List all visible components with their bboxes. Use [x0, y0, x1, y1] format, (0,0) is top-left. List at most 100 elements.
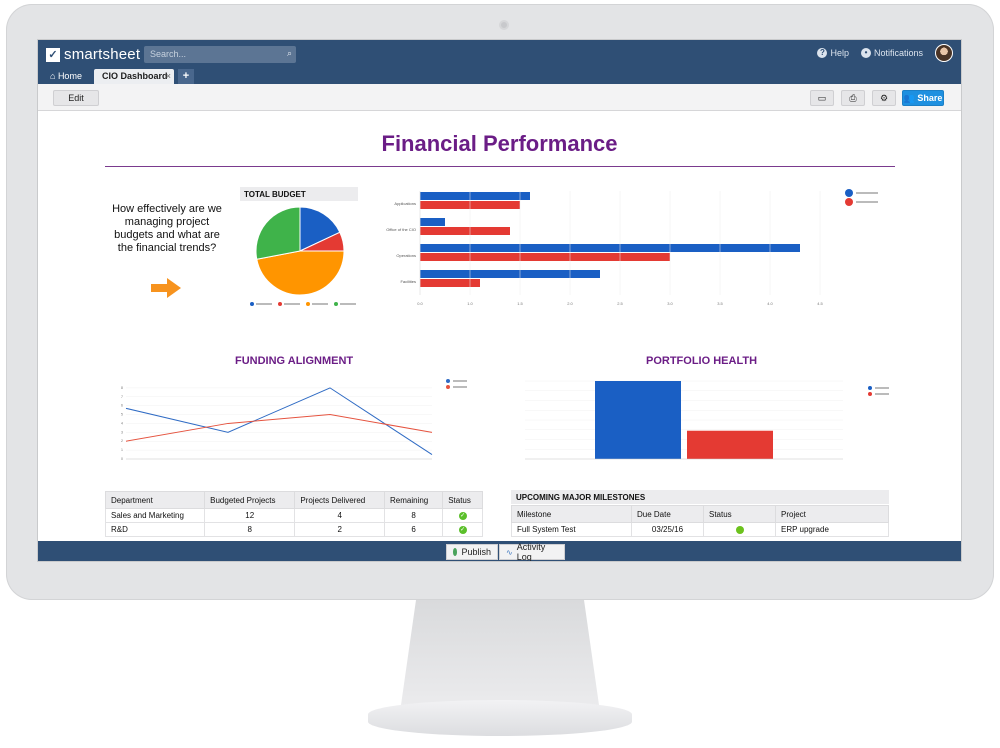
column-header[interactable]: Budgeted Projects	[204, 491, 296, 509]
x-tick-label: 1.0	[467, 301, 473, 306]
bar	[420, 253, 670, 261]
column-header[interactable]: Status	[442, 491, 483, 509]
status-cell	[703, 522, 776, 537]
bottom-bar: Publish ∿ Activity Log	[38, 541, 961, 562]
table-header-row: Milestone Due Date Status Project	[511, 505, 889, 523]
x-tick-label: 2.0	[567, 301, 573, 306]
table-row[interactable]: Sales and Marketing 12 4 8 ✓	[104, 508, 483, 523]
pie-slice	[299, 206, 341, 252]
series-line	[125, 387, 433, 455]
funding-alignment-line-chart: 0 1 2 3 4 5 6 7 8	[121, 379, 467, 461]
x-tick-label: 0.0	[417, 301, 423, 306]
bell-icon: •	[860, 48, 871, 59]
budgeted-cell: 12	[204, 508, 296, 523]
due-date-cell: 03/25/16	[631, 522, 704, 537]
column-header[interactable]: Status	[703, 505, 776, 523]
y-tick-label: 8	[121, 386, 123, 390]
dashboard-toolbar: Edit ▭ ⎙ ⚙ 👥 Share	[38, 84, 961, 111]
legend-swatch	[306, 302, 310, 306]
total-budget-widget: TOTAL BUDGET	[240, 187, 360, 311]
logo-check-icon: ✓	[46, 47, 60, 62]
column-header[interactable]: Milestone	[511, 505, 632, 523]
status-check-icon: ✓	[458, 511, 467, 520]
present-button[interactable]: ▭	[810, 90, 834, 106]
edit-button[interactable]: Edit	[53, 90, 99, 106]
column-header[interactable]: Due Date	[631, 505, 704, 523]
share-button[interactable]: 👥 Share	[902, 90, 944, 106]
tab-home[interactable]: ⌂ Home	[44, 69, 88, 84]
legend-label-placeholder	[312, 303, 328, 305]
funding-alignment-title: FUNDING ALIGNMENT	[235, 355, 354, 367]
monitor-stand	[400, 600, 600, 712]
gear-icon: ⚙	[879, 93, 889, 103]
column-header[interactable]: Project	[775, 505, 889, 523]
column-header[interactable]: Remaining	[384, 491, 444, 509]
bar	[595, 381, 681, 459]
globe-icon	[453, 548, 458, 556]
bar	[420, 192, 530, 200]
y-tick-label: Facilities	[400, 279, 416, 284]
y-tick-label: 0	[121, 457, 123, 461]
legend-swatch	[446, 379, 450, 383]
print-icon: ⎙	[849, 93, 857, 103]
table-row[interactable]: R&D 8 2 6 ✓	[104, 522, 483, 537]
pie-slice	[256, 250, 345, 296]
y-tick-label: Office of the CIO	[386, 227, 416, 232]
bar	[420, 270, 600, 278]
help-link[interactable]: ? Help	[817, 48, 849, 59]
legend-label-placeholder	[875, 387, 889, 389]
legend-swatch	[845, 198, 853, 206]
legend-label-placeholder	[340, 303, 356, 305]
series-line	[125, 414, 433, 442]
search-icon[interactable]: ⌕	[286, 48, 292, 58]
total-budget-pie-chart	[250, 206, 356, 306]
settings-button[interactable]: ⚙	[872, 90, 896, 106]
legend-swatch	[868, 392, 872, 396]
bar	[420, 227, 510, 235]
project-cell: ERP upgrade	[775, 522, 889, 537]
y-tick-label: 2	[121, 439, 123, 443]
legend-swatch	[446, 385, 450, 389]
app-screen: ✓ smartsheet Search... ⌕ ? Help • Notifica…	[37, 39, 962, 562]
add-tab-button[interactable]: +	[178, 69, 194, 84]
legend-swatch	[845, 189, 853, 197]
home-icon: ⌂	[50, 71, 58, 81]
close-tab-icon[interactable]: ×	[165, 71, 171, 81]
y-tick-label: 6	[121, 404, 123, 408]
legend-swatch	[868, 386, 872, 390]
logo-text: smartsheet	[64, 46, 141, 63]
portfolio-health-title: PORTFOLIO HEALTH	[646, 355, 758, 367]
bar	[420, 244, 800, 252]
column-header[interactable]: Department	[104, 491, 206, 509]
status-dot-icon	[735, 525, 744, 534]
table-row[interactable]: Full System Test 03/25/16 ERP upgrade	[511, 522, 889, 537]
legend-label-placeholder	[875, 393, 889, 395]
search-input[interactable]: Search... ⌕	[144, 46, 296, 63]
status-cell: ✓	[442, 508, 483, 523]
x-tick-label: 2.5	[617, 301, 623, 306]
notifications-link[interactable]: • Notifications	[860, 48, 923, 59]
print-button[interactable]: ⎙	[841, 90, 865, 106]
x-tick-label: 3.0	[667, 301, 673, 306]
y-tick-label: 4	[121, 421, 123, 425]
smartsheet-logo[interactable]: ✓ smartsheet	[46, 46, 140, 63]
y-tick-label: Applications	[394, 201, 416, 206]
legend-label-placeholder	[256, 303, 272, 305]
activity-log-button[interactable]: ∿ Activity Log	[499, 542, 565, 562]
column-header[interactable]: Projects Delivered	[294, 491, 386, 509]
y-tick-label: 1	[121, 448, 123, 452]
activity-icon: ∿	[506, 547, 513, 557]
publish-button[interactable]: Publish	[446, 544, 498, 560]
activity-log-label: Activity Log	[516, 542, 546, 562]
users-icon: 👥	[903, 93, 918, 103]
x-tick-label: 4.0	[767, 301, 773, 306]
avatar[interactable]	[935, 44, 953, 62]
portfolio-health-bar-chart	[525, 380, 889, 460]
tab-cio-dashboard-label: CIO Dashboard	[102, 71, 168, 81]
tab-cio-dashboard[interactable]: CIO Dashboard ×	[94, 69, 174, 84]
top-navigation-bar: ✓ smartsheet Search... ⌕ ? Help • Notifica…	[38, 40, 961, 68]
dashboard-content: Financial Performance How effectively ar…	[38, 111, 961, 541]
x-tick-label: 1.5	[517, 301, 523, 306]
remaining-cell: 8	[384, 508, 444, 523]
legend-label-placeholder	[453, 380, 467, 382]
